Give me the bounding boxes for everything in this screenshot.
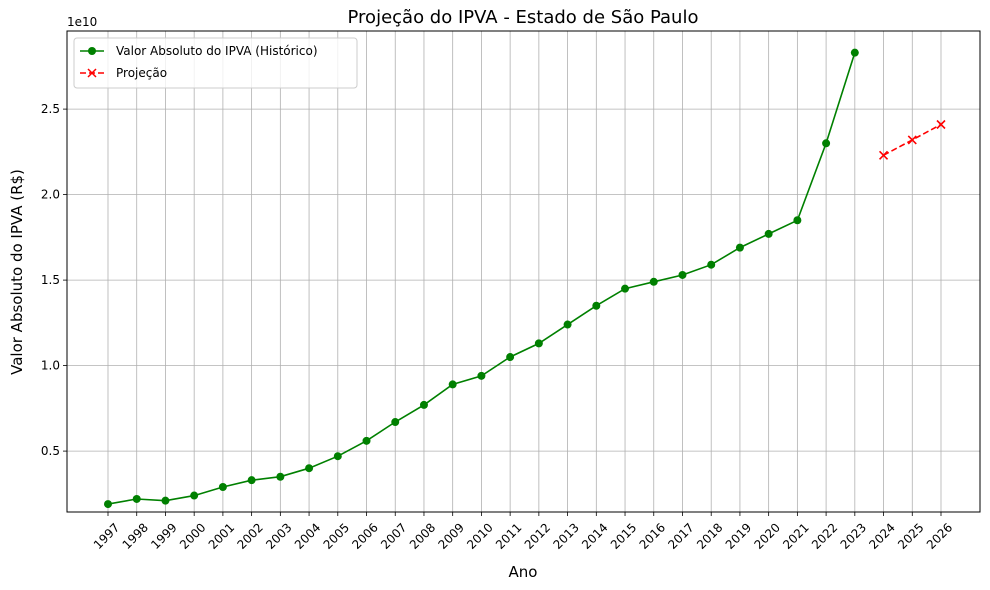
data-point <box>822 139 831 148</box>
x-tick-label: 2000 <box>177 520 208 551</box>
x-axis-ticks: 1997199819992000200120022003200420052006… <box>91 512 955 552</box>
plot-background <box>67 31 980 512</box>
legend-marker-projecao <box>87 68 97 78</box>
grid-lines <box>67 31 980 512</box>
data-point <box>936 119 946 130</box>
data-point <box>707 260 716 269</box>
data-point <box>161 496 170 505</box>
plot-frame <box>66 30 981 513</box>
y-tick-label: 2.5 <box>41 102 60 116</box>
data-point <box>333 452 342 461</box>
y-tick-label: 1.0 <box>41 359 60 373</box>
x-tick-label: 2024 <box>866 520 897 551</box>
data-point <box>477 371 486 380</box>
data-point <box>678 270 687 279</box>
x-tick-label: 2025 <box>895 520 926 551</box>
x-tick-label: 2022 <box>809 520 840 551</box>
x-tick-label: 1999 <box>148 520 179 551</box>
data-point <box>592 301 601 310</box>
series-layer <box>104 48 946 509</box>
data-point <box>621 284 630 293</box>
data-point <box>419 400 428 409</box>
x-tick-label: 2002 <box>234 520 265 551</box>
x-tick-label: 2005 <box>321 520 352 551</box>
x-tick-label: 2003 <box>263 520 294 551</box>
data-point <box>362 436 371 445</box>
x-tick-label: 2017 <box>665 520 696 551</box>
x-tick-label: 2019 <box>723 520 754 551</box>
x-tick-label: 2011 <box>493 520 524 551</box>
data-point <box>104 500 112 509</box>
data-point <box>247 476 256 485</box>
data-point <box>764 229 773 238</box>
data-point <box>563 320 572 329</box>
x-tick-label: 2013 <box>550 520 581 551</box>
y-tick-label: 2.0 <box>41 188 60 202</box>
data-point <box>506 353 515 362</box>
y-axis-label: Valor Absoluto do IPVA (R$) <box>8 169 26 375</box>
x-tick-label: 2020 <box>751 520 782 551</box>
data-point <box>793 216 802 225</box>
data-point <box>276 472 285 481</box>
data-point <box>190 491 199 500</box>
x-tick-label: 2015 <box>608 520 639 551</box>
legend: Valor Absoluto do IPVA (Histórico) Proje… <box>73 37 358 89</box>
y-tick-label: 1.5 <box>41 273 60 287</box>
x-tick-label: 2001 <box>206 520 237 551</box>
x-tick-label: 2004 <box>292 520 323 551</box>
data-point <box>391 418 400 427</box>
x-tick-label: 2018 <box>694 520 725 551</box>
x-tick-label: 2010 <box>464 520 495 551</box>
data-point <box>448 380 457 389</box>
data-point <box>878 150 889 160</box>
data-point <box>132 494 141 503</box>
chart-title: Projeção do IPVA - Estado de São Paulo <box>348 7 699 28</box>
data-point <box>850 48 859 57</box>
x-tick-label: 1998 <box>120 520 151 551</box>
y-axis-ticks: 0.5 1.0 1.5 2.0 2.5 <box>41 102 67 458</box>
x-tick-label: 2012 <box>522 520 553 551</box>
x-tick-label: 2007 <box>378 520 409 551</box>
data-point <box>735 243 744 252</box>
x-tick-label: 2008 <box>407 520 438 551</box>
x-tick-label: 2023 <box>838 520 869 551</box>
legend-label-projecao: Projeção <box>116 66 167 80</box>
x-tick-label: 2014 <box>579 520 610 551</box>
data-point <box>218 483 227 492</box>
x-axis-label: Ano <box>509 563 538 581</box>
legend-box <box>73 37 358 89</box>
x-tick-label: 2006 <box>349 520 380 551</box>
x-tick-label: 2021 <box>780 520 811 551</box>
data-point <box>305 464 314 473</box>
data-point <box>534 339 543 348</box>
x-tick-label: 2026 <box>924 520 955 551</box>
legend-label-historico: Valor Absoluto do IPVA (Histórico) <box>116 44 318 58</box>
x-tick-label: 2016 <box>637 520 668 551</box>
y-tick-label: 0.5 <box>41 444 60 458</box>
y-offset-label: 1e10 <box>67 15 97 29</box>
x-tick-label: 1997 <box>91 520 122 551</box>
data-point <box>907 135 917 145</box>
legend-marker-historico <box>88 47 96 55</box>
x-tick-label: 2009 <box>436 520 467 551</box>
data-point <box>649 277 658 286</box>
